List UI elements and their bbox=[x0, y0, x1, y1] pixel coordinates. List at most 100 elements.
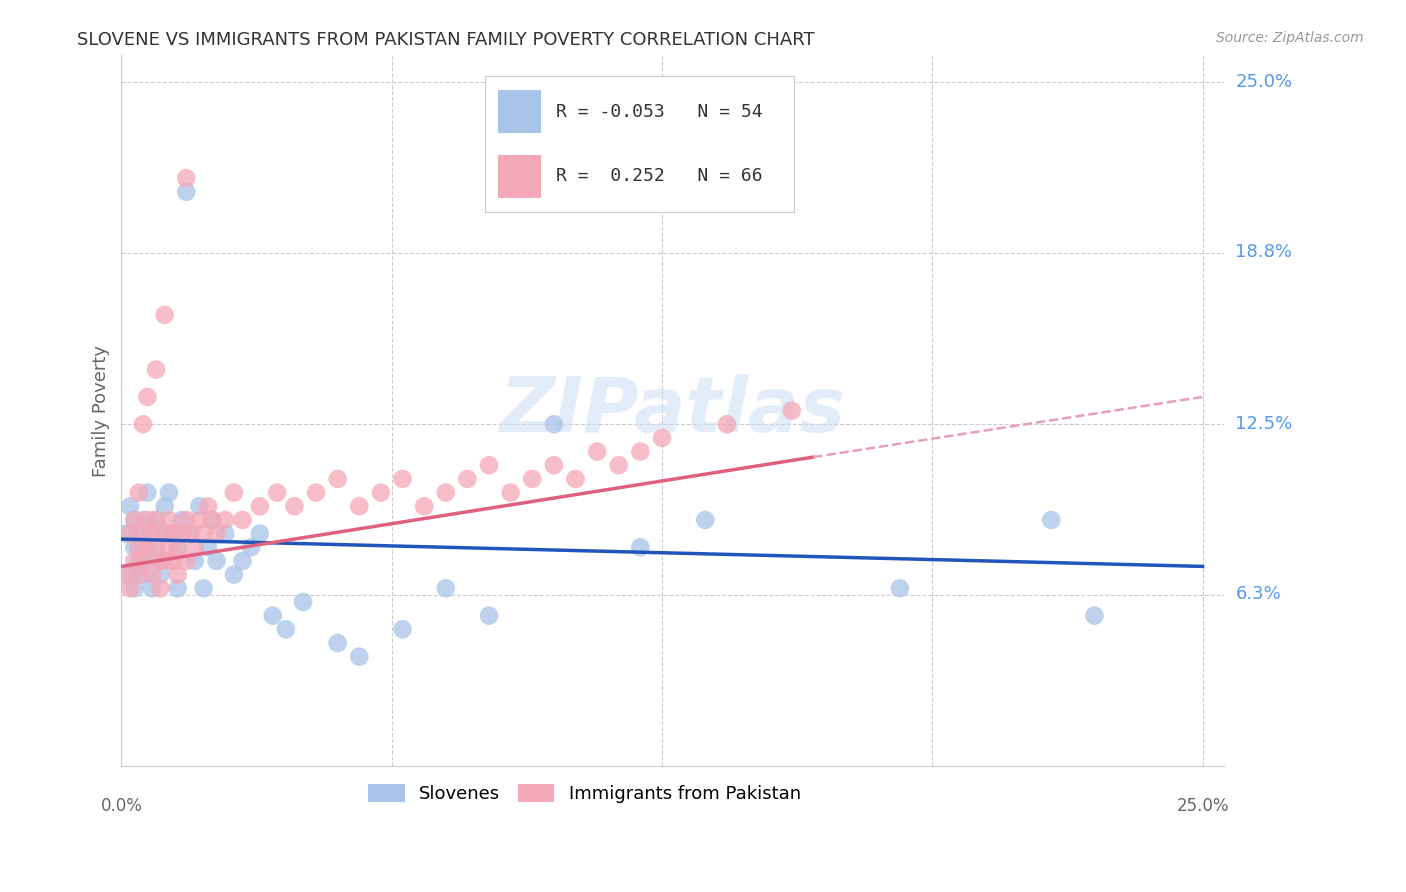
Point bbox=[136, 541, 159, 555]
Point bbox=[120, 567, 142, 582]
Point bbox=[349, 649, 371, 664]
Point bbox=[128, 485, 150, 500]
Point bbox=[274, 622, 297, 636]
Point bbox=[141, 582, 163, 596]
Point bbox=[132, 417, 155, 432]
Point bbox=[176, 513, 198, 527]
Point bbox=[231, 513, 253, 527]
Point bbox=[326, 472, 349, 486]
Point bbox=[149, 554, 172, 568]
Point bbox=[153, 308, 176, 322]
Point bbox=[249, 526, 271, 541]
Point bbox=[176, 171, 198, 186]
Point bbox=[180, 526, 202, 541]
Point bbox=[370, 485, 392, 500]
Point bbox=[145, 513, 167, 527]
Point bbox=[188, 513, 211, 527]
Point bbox=[249, 500, 271, 514]
Point bbox=[262, 608, 284, 623]
Point bbox=[391, 622, 413, 636]
Text: 25.0%: 25.0% bbox=[1177, 797, 1229, 814]
Point bbox=[197, 500, 219, 514]
Text: Source: ZipAtlas.com: Source: ZipAtlas.com bbox=[1216, 31, 1364, 45]
Point bbox=[141, 567, 163, 582]
Point bbox=[193, 582, 215, 596]
Point bbox=[120, 526, 142, 541]
Point bbox=[136, 513, 159, 527]
Point bbox=[391, 472, 413, 486]
Point bbox=[197, 541, 219, 555]
Point bbox=[162, 526, 184, 541]
Point bbox=[889, 582, 911, 596]
Point bbox=[124, 541, 146, 555]
Point bbox=[120, 500, 142, 514]
Point bbox=[205, 526, 228, 541]
Point bbox=[180, 526, 202, 541]
Point bbox=[145, 362, 167, 376]
Point bbox=[222, 567, 245, 582]
Point bbox=[141, 526, 163, 541]
Point bbox=[149, 554, 172, 568]
Point bbox=[153, 500, 176, 514]
Point bbox=[413, 500, 436, 514]
Point bbox=[149, 567, 172, 582]
Point bbox=[628, 444, 651, 458]
Point bbox=[166, 582, 188, 596]
Point bbox=[145, 541, 167, 555]
Point bbox=[170, 513, 193, 527]
Point bbox=[132, 513, 155, 527]
Point bbox=[1040, 513, 1063, 527]
Point bbox=[153, 554, 176, 568]
Point bbox=[607, 458, 630, 473]
Point bbox=[128, 554, 150, 568]
Point bbox=[231, 554, 253, 568]
Point bbox=[564, 472, 586, 486]
Point bbox=[434, 485, 457, 500]
Point bbox=[1083, 608, 1105, 623]
Point bbox=[166, 541, 188, 555]
Point bbox=[586, 444, 609, 458]
Point bbox=[145, 513, 167, 527]
Point bbox=[780, 403, 803, 417]
Point bbox=[136, 390, 159, 404]
Point bbox=[456, 472, 478, 486]
Point bbox=[132, 567, 155, 582]
Text: 25.0%: 25.0% bbox=[1236, 73, 1292, 92]
Point bbox=[478, 608, 501, 623]
Point bbox=[176, 185, 198, 199]
Point bbox=[522, 472, 544, 486]
Point bbox=[162, 554, 184, 568]
Point bbox=[266, 485, 288, 500]
Point bbox=[305, 485, 328, 500]
Point bbox=[153, 526, 176, 541]
Point bbox=[214, 526, 236, 541]
Point bbox=[349, 500, 371, 514]
Point bbox=[157, 485, 180, 500]
Point bbox=[124, 513, 146, 527]
Point bbox=[141, 526, 163, 541]
Y-axis label: Family Poverty: Family Poverty bbox=[93, 344, 110, 476]
Point bbox=[292, 595, 315, 609]
Point bbox=[184, 541, 207, 555]
Point bbox=[132, 541, 155, 555]
Point bbox=[157, 513, 180, 527]
Point bbox=[283, 500, 305, 514]
Point bbox=[478, 458, 501, 473]
Point bbox=[114, 526, 136, 541]
Point bbox=[166, 541, 188, 555]
Legend: Slovenes, Immigrants from Pakistan: Slovenes, Immigrants from Pakistan bbox=[361, 777, 808, 810]
Point bbox=[157, 541, 180, 555]
Point bbox=[188, 500, 211, 514]
Point bbox=[124, 582, 146, 596]
Text: 0.0%: 0.0% bbox=[100, 797, 142, 814]
Point bbox=[128, 567, 150, 582]
Point bbox=[651, 431, 673, 445]
Point bbox=[124, 554, 146, 568]
Point bbox=[214, 513, 236, 527]
Point bbox=[162, 526, 184, 541]
Point bbox=[149, 582, 172, 596]
Text: 18.8%: 18.8% bbox=[1236, 243, 1292, 261]
Point bbox=[201, 513, 224, 527]
Point bbox=[120, 582, 142, 596]
Point bbox=[132, 526, 155, 541]
